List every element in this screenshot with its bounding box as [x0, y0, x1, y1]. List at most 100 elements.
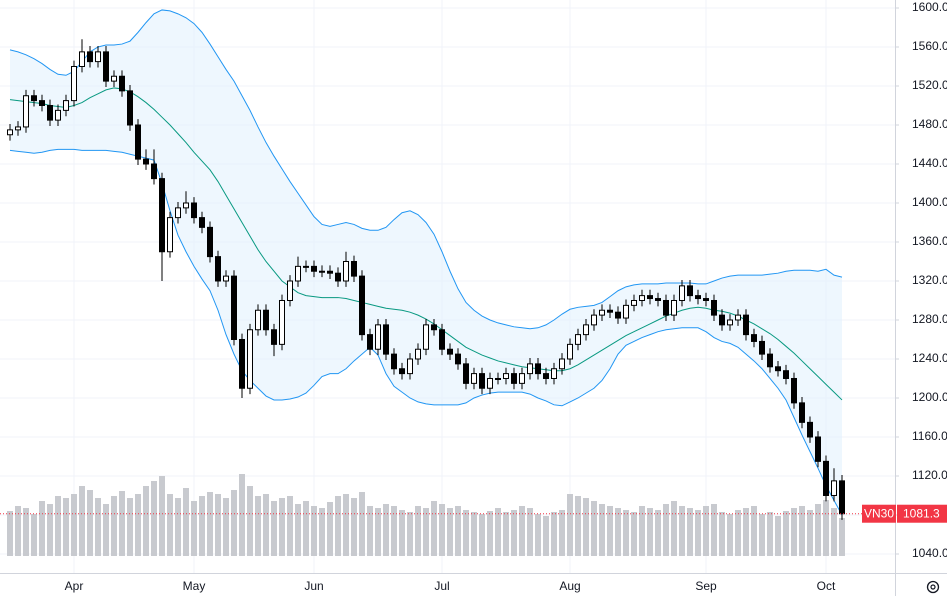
volume-bar	[519, 506, 525, 556]
candle-body	[263, 309, 269, 331]
volume-bar	[199, 496, 205, 556]
candle-body	[367, 334, 373, 350]
candle-body	[839, 480, 845, 515]
candle-body	[335, 272, 341, 282]
volume-bar	[719, 512, 725, 556]
candle-body	[311, 265, 317, 272]
volume-bar	[255, 496, 261, 556]
volume-bar	[215, 494, 221, 556]
volume-bar	[407, 512, 413, 556]
candle-body	[143, 158, 149, 165]
candle-body	[359, 275, 365, 336]
volume-bar	[239, 474, 245, 556]
volume-bar	[783, 511, 789, 556]
candle-body	[39, 100, 45, 106]
volume-bar	[671, 501, 677, 556]
candle-body	[551, 368, 557, 379]
candle-body	[271, 329, 277, 345]
candle-body	[455, 353, 461, 365]
candle-body	[831, 480, 837, 496]
volume-bar	[527, 508, 533, 556]
volume-bar	[439, 504, 445, 556]
x-tick-label: May	[183, 579, 206, 593]
candle-body	[727, 319, 733, 326]
candle-body	[375, 324, 381, 350]
volume-bar	[375, 508, 381, 556]
candle-body	[615, 311, 621, 319]
candle-body	[495, 377, 501, 380]
candle-body	[159, 178, 165, 253]
y-tick-label: 1040.0	[912, 546, 947, 560]
x-tick-label: Oct	[817, 579, 836, 593]
candle-body	[295, 265, 301, 282]
volume-bar	[647, 508, 653, 556]
y-tick-label: 1320.0	[912, 273, 947, 287]
candle-body	[127, 90, 133, 126]
volume-bar	[679, 506, 685, 556]
candle-body	[71, 65, 77, 102]
settings-icon[interactable]	[926, 580, 940, 594]
volume-bar	[335, 496, 341, 556]
gear-ring	[926, 580, 940, 594]
volume-bar	[87, 490, 93, 556]
volume-bar	[447, 508, 453, 556]
volume-bar	[431, 501, 437, 556]
candle-body	[823, 460, 829, 496]
y-tick-label: 1200.0	[912, 390, 947, 404]
candle-body	[607, 309, 613, 313]
candle-body	[55, 109, 61, 121]
candle-body	[207, 226, 213, 258]
volume-bar	[135, 494, 141, 556]
gear-hub	[930, 584, 936, 590]
candle-body	[79, 51, 85, 67]
volume-bar	[551, 512, 557, 556]
candle-body	[191, 202, 197, 219]
volume-bar	[175, 498, 181, 556]
candle-body	[231, 275, 237, 340]
candle-body	[719, 314, 725, 326]
volume-bar	[655, 510, 661, 556]
volume-bar	[271, 501, 277, 556]
volume-bar	[479, 514, 485, 556]
x-tick-label: Jun	[304, 579, 323, 593]
candle-body	[183, 202, 189, 209]
volume-bar	[607, 506, 613, 556]
volume-bar	[535, 514, 541, 556]
volume-bar	[695, 510, 701, 556]
volume-bar	[543, 516, 549, 556]
x-tick-label: Jul	[434, 579, 449, 593]
candle-body	[759, 340, 765, 355]
candle-body	[703, 298, 709, 301]
volume-bar	[663, 504, 669, 556]
candle-body	[663, 299, 669, 316]
candle-body	[463, 363, 469, 384]
candle-body	[199, 217, 205, 228]
candle-body	[31, 95, 37, 102]
volume-bar	[631, 512, 637, 556]
y-tick-label: 1560.0	[912, 39, 947, 53]
volume-bar	[183, 488, 189, 556]
volume-bar	[151, 481, 157, 556]
candle-body	[583, 324, 589, 336]
volume-bar	[343, 494, 349, 556]
last-price-label: 1081.3	[903, 506, 940, 520]
candle-body	[543, 373, 549, 379]
candle-body	[119, 75, 125, 92]
candle-body	[287, 280, 293, 301]
volume-bar	[55, 496, 61, 556]
candle-body	[423, 324, 429, 350]
candle-body	[775, 366, 781, 372]
volume-bar	[415, 506, 421, 556]
volume-bar	[759, 514, 765, 556]
volume-bar	[735, 510, 741, 556]
volume-bar	[583, 498, 589, 556]
candle-body	[599, 309, 605, 316]
band-fill	[10, 9, 842, 515]
last-price-badge	[897, 504, 947, 523]
y-tick-label: 1480.0	[912, 117, 947, 131]
volume-bar	[351, 498, 357, 556]
volume-bar	[327, 502, 333, 556]
candle-body	[343, 260, 349, 282]
volume-bar	[287, 496, 293, 556]
y-tick-label: 1440.0	[912, 156, 947, 170]
